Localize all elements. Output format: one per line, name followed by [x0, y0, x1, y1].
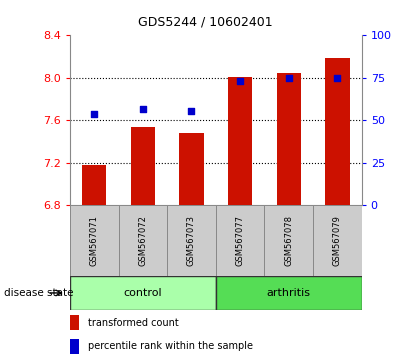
Bar [167, 205, 216, 276]
Bar [264, 205, 313, 276]
Text: transformed count: transformed count [88, 318, 179, 328]
Text: GSM567079: GSM567079 [333, 215, 342, 266]
Text: control: control [124, 288, 162, 298]
Text: GSM567072: GSM567072 [139, 215, 147, 266]
Bar [325, 58, 349, 205]
Bar [70, 205, 118, 276]
Bar [131, 127, 155, 205]
Text: arthritis: arthritis [267, 288, 311, 298]
Bar [82, 165, 106, 205]
Point [91, 111, 97, 117]
Text: GSM567071: GSM567071 [90, 215, 99, 266]
Text: GSM567078: GSM567078 [284, 215, 293, 266]
Bar [179, 133, 203, 205]
Bar [70, 315, 79, 330]
Bar [216, 276, 362, 310]
Bar [118, 205, 167, 276]
Text: disease state: disease state [4, 288, 74, 298]
Point [237, 78, 243, 84]
Bar [216, 205, 264, 276]
Bar [277, 73, 301, 205]
Text: GSM567073: GSM567073 [187, 215, 196, 266]
Point [286, 75, 292, 81]
Text: GSM567077: GSM567077 [236, 215, 245, 266]
Bar [228, 77, 252, 205]
Point [140, 106, 146, 112]
Point [334, 75, 341, 81]
Bar [70, 339, 79, 354]
Text: percentile rank within the sample: percentile rank within the sample [88, 341, 253, 352]
Bar [313, 205, 362, 276]
Bar [70, 276, 216, 310]
Point [188, 108, 195, 114]
Text: GDS5244 / 10602401: GDS5244 / 10602401 [138, 16, 273, 29]
